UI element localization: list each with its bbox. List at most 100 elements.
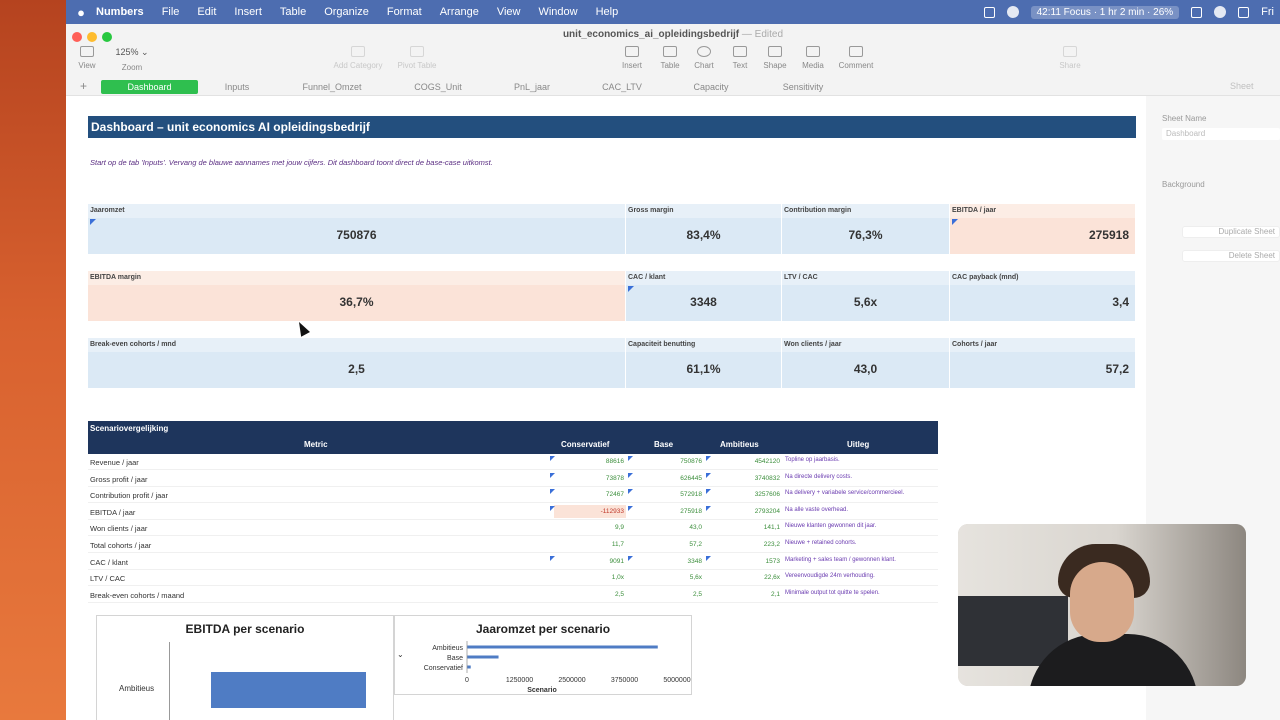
value-base[interactable]: 43,0 bbox=[689, 524, 702, 532]
value-conservatief[interactable]: 1,0x bbox=[611, 574, 624, 582]
kpi-cell-cohorts[interactable]: Cohorts / jaar 57,2 bbox=[950, 338, 1136, 388]
kpi-cell-cac-klant[interactable]: CAC / klant 3348 bbox=[626, 271, 782, 321]
value-base[interactable]: 275918 bbox=[680, 507, 702, 515]
value-ambitieus[interactable]: 2,1 bbox=[770, 590, 780, 598]
chart-button[interactable]: Chart bbox=[692, 46, 716, 70]
shape-button[interactable]: Shape bbox=[762, 46, 788, 70]
battery-icon[interactable] bbox=[1191, 6, 1203, 18]
value-base[interactable]: 3348 bbox=[687, 557, 702, 565]
table-row[interactable]: EBITDA / jaar -112933 275918 2793204 Na alle… bbox=[88, 504, 938, 520]
view-button[interactable]: View bbox=[76, 46, 98, 70]
share-button[interactable]: Share bbox=[1056, 46, 1084, 70]
value-base[interactable]: 626445 bbox=[680, 474, 702, 482]
add-sheet-icon[interactable]: + bbox=[80, 79, 88, 93]
value-conservatief[interactable]: 11,7 bbox=[611, 541, 624, 548]
value-ambitieus[interactable]: 3257606 bbox=[754, 491, 780, 499]
menu-window[interactable]: Window bbox=[538, 6, 578, 18]
control-center-icon[interactable] bbox=[1238, 6, 1250, 18]
menu-format[interactable]: Format bbox=[386, 6, 422, 18]
zoom-window-button[interactable] bbox=[102, 32, 112, 42]
tab-pnl-jaar[interactable]: PnL_jaar bbox=[513, 82, 551, 92]
sheet-name-field[interactable]: Dashboard bbox=[1162, 128, 1280, 140]
tab-cogs-unit[interactable]: COGS_Unit bbox=[414, 82, 462, 92]
pivot-table-button[interactable]: Pivot Table bbox=[394, 46, 440, 70]
chevron-down-icon[interactable]: ⌄ bbox=[397, 650, 404, 659]
value-conservatief[interactable]: 72467 bbox=[605, 491, 624, 499]
menu-organize[interactable]: Organize bbox=[324, 6, 369, 18]
table-row[interactable]: Revenue / jaar 88616 750876 4542120 Topline … bbox=[88, 454, 938, 470]
apple-icon[interactable]: ● bbox=[77, 4, 85, 20]
zoom-control[interactable]: 125% ⌄ Zoom bbox=[114, 47, 150, 72]
kpi-cell-break-even[interactable]: Break-even cohorts / mnd 2,5 bbox=[88, 338, 626, 388]
menu-insert[interactable]: Insert bbox=[234, 6, 262, 18]
value-ambitieus[interactable]: 22,6x bbox=[764, 574, 780, 582]
tab-funnel-omzet[interactable]: Funnel_Omzet bbox=[302, 82, 362, 92]
bar-ambitieus[interactable] bbox=[467, 645, 658, 649]
comment-button[interactable]: Comment bbox=[836, 46, 876, 70]
jaaromzet-chart[interactable]: Jaaromzet per scenario Ambitieus Base Cons… bbox=[394, 615, 692, 695]
table-row[interactable]: Total cohorts / jaar 11,7 57,2 223,2 Nieuwe … bbox=[88, 537, 938, 553]
table-row[interactable]: CAC / klant 9091 3348 1573 Marketing + sales… bbox=[88, 554, 938, 570]
value-ambitieus[interactable]: 141,1 bbox=[763, 524, 780, 532]
menu-app[interactable]: Numbers bbox=[96, 6, 144, 18]
clock[interactable]: Fri bbox=[1261, 6, 1274, 18]
column-header-metric[interactable]: Metric bbox=[304, 440, 328, 449]
menu-arrange[interactable]: Arrange bbox=[439, 6, 479, 18]
wifi-icon[interactable] bbox=[1214, 6, 1227, 18]
tab-cac-ltv[interactable]: CAC_LTV bbox=[602, 82, 642, 92]
table-row[interactable]: Contribution profit / jaar 72467 572918 325… bbox=[88, 487, 938, 504]
column-header-base[interactable]: Base bbox=[654, 440, 674, 449]
kpi-cell-capaciteit[interactable]: Capaciteit benutting 61,1% bbox=[626, 338, 782, 388]
focus-timer[interactable]: 42:11 Focus · 1 hr 2 min · 26% bbox=[1030, 5, 1180, 19]
table-row[interactable]: Break-even cohorts / maand 2,5 2,5 2,1 Minim… bbox=[88, 587, 938, 603]
column-header-conservatief[interactable]: Conservatief bbox=[561, 440, 610, 449]
kpi-cell-won-clients[interactable]: Won clients / jaar 43,0 bbox=[782, 338, 950, 388]
column-header-ambitieus[interactable]: Ambitieus bbox=[720, 440, 759, 449]
value-ambitieus[interactable]: 1573 bbox=[765, 557, 780, 565]
value-base[interactable]: 572918 bbox=[680, 491, 702, 499]
table-row[interactable]: LTV / CAC 1,0x 5,6x 22,6x Vereenvoudigde 24m… bbox=[88, 570, 938, 587]
menu-help[interactable]: Help bbox=[595, 6, 619, 18]
table-row[interactable]: Won clients / jaar 9,9 43,0 141,1 Nieuwe kla… bbox=[88, 520, 938, 537]
table-button[interactable]: Table bbox=[658, 46, 682, 70]
tab-sensitivity[interactable]: Sensitivity bbox=[782, 82, 824, 92]
minimize-button[interactable] bbox=[87, 32, 97, 42]
value-conservatief[interactable]: 88616 bbox=[605, 458, 624, 465]
duplicate-sheet-button[interactable]: Duplicate Sheet bbox=[1182, 226, 1280, 238]
text-button[interactable]: Text bbox=[730, 46, 750, 70]
column-header-uitleg[interactable]: Uitleg bbox=[847, 440, 870, 449]
ebitda-bar-ambitieus[interactable] bbox=[211, 672, 366, 708]
value-conservatief[interactable]: 2,5 bbox=[614, 590, 624, 598]
tab-dashboard[interactable]: Dashboard bbox=[101, 80, 198, 94]
value-ambitieus[interactable]: 3740832 bbox=[754, 474, 780, 482]
value-base[interactable]: 750876 bbox=[680, 458, 702, 465]
menu-view[interactable]: View bbox=[496, 6, 521, 18]
menu-file[interactable]: File bbox=[161, 6, 180, 18]
value-conservatief[interactable]: 9091 bbox=[609, 557, 624, 565]
kpi-cell-cac-payback[interactable]: CAC payback (mnd) 3,4 bbox=[950, 271, 1136, 321]
kpi-cell-contribution-margin[interactable]: Contribution margin 76,3% bbox=[782, 204, 950, 254]
kpi-cell-ebitda-margin[interactable]: EBITDA margin 36,7% bbox=[88, 271, 626, 321]
menu-edit[interactable]: Edit bbox=[197, 6, 217, 18]
tab-capacity[interactable]: Capacity bbox=[693, 82, 729, 92]
screen-record-icon[interactable] bbox=[983, 6, 995, 18]
bar-base[interactable] bbox=[467, 655, 499, 659]
kpi-cell-ebitda[interactable]: EBITDA / jaar 275918 bbox=[950, 204, 1136, 254]
table-row[interactable]: Gross profit / jaar 73878 626445 3740832 Na … bbox=[88, 471, 938, 487]
value-base[interactable]: 2,5 bbox=[692, 590, 702, 598]
kpi-cell-jaaromzet[interactable]: Jaaromzet 750876 bbox=[88, 204, 626, 254]
bar-conservatief[interactable] bbox=[467, 665, 471, 669]
ebitda-chart[interactable]: EBITDA per scenario Ambitieus bbox=[96, 615, 394, 720]
delete-sheet-button[interactable]: Delete Sheet bbox=[1182, 250, 1280, 262]
value-base[interactable]: 5,6x bbox=[689, 574, 702, 582]
close-button[interactable] bbox=[72, 32, 82, 42]
kpi-cell-gross-margin[interactable]: Gross margin 83,4% bbox=[626, 204, 782, 254]
value-conservatief[interactable]: 73878 bbox=[605, 474, 624, 482]
sidebar-tab-sheet[interactable]: Sheet bbox=[1230, 81, 1254, 91]
value-base[interactable]: 57,2 bbox=[689, 541, 702, 548]
status-circle-icon[interactable] bbox=[1006, 6, 1019, 18]
kpi-cell-ltv-cac[interactable]: LTV / CAC 5,6x bbox=[782, 271, 950, 321]
tab-inputs[interactable]: Inputs bbox=[224, 82, 250, 92]
value-conservatief[interactable]: -112933 bbox=[600, 507, 624, 515]
value-conservatief[interactable]: 9,9 bbox=[614, 524, 624, 532]
